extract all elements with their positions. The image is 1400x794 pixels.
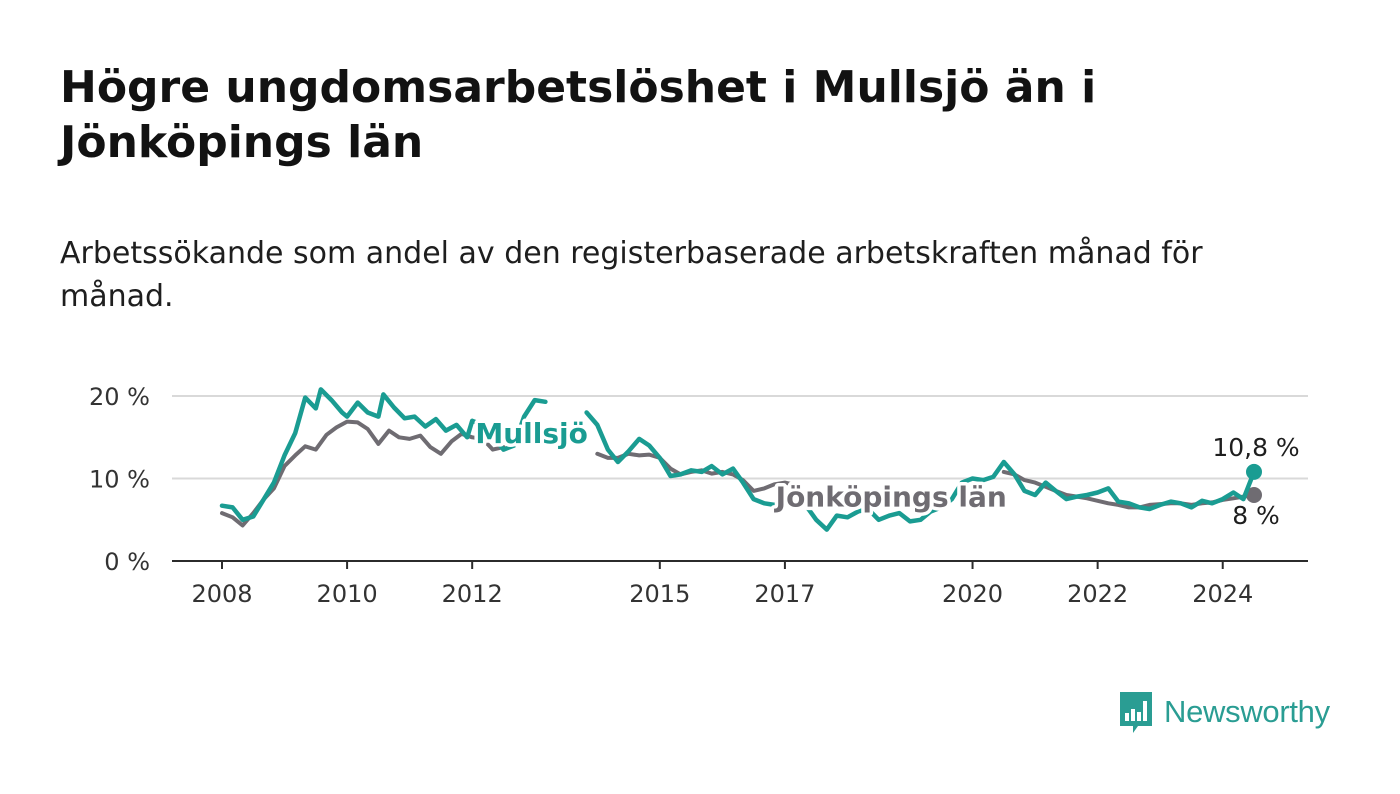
x-tick-label: 2015	[629, 580, 690, 608]
series-label-j-nk-pings-l-n: Jönköpings län	[774, 481, 1007, 514]
y-tick-label: 20 %	[89, 383, 150, 411]
end-point-mullsj	[1246, 463, 1262, 480]
x-tick-label: 2008	[191, 580, 252, 608]
axes: 0 % 10 % 20 % 2008 2010 2012 2015 2017 2020 2022 2…	[89, 383, 1308, 608]
line-chart: 0 % 10 % 20 % 2008 2010 2012 2015 2017 2020 2022 2…	[89, 383, 1308, 608]
x-tick-label: 2010	[317, 580, 378, 608]
x-tick-label: 2012	[442, 580, 503, 608]
x-tick-label: 2017	[754, 580, 815, 608]
series-lines	[219, 387, 1262, 532]
end-point-j-nk-pings-l-n	[1246, 487, 1262, 503]
y-tick-label: 10 %	[89, 466, 150, 494]
x-tick-label: 2020	[942, 580, 1003, 608]
chart-subtitle: Arbetssökande som andel av den registerb…	[60, 236, 1203, 314]
x-tick-label: 2022	[1067, 580, 1128, 608]
newsworthy-logo[interactable]: Newsworthy	[1118, 690, 1330, 734]
end-value-label: 10,8 %	[1212, 433, 1299, 462]
end-value-label: 8 %	[1232, 501, 1280, 530]
y-tick-label: 0 %	[104, 548, 150, 576]
chart-title: Högre ungdomsarbetslöshet i Mullsjö än i…	[60, 62, 1097, 168]
series-label-mullsj: Mullsjö	[475, 417, 588, 450]
series-line-j-nk-pings-l-n	[220, 419, 506, 528]
series-labels: Jönköpings län Mullsjö 8 % 10,8 %	[472, 414, 1302, 533]
grid-lines	[172, 395, 1308, 480]
series-line-mullsj	[584, 410, 1257, 532]
series-line-mullsj	[219, 387, 548, 523]
brand-name: Newsworthy	[1164, 694, 1330, 729]
bar-chart-speech-bubble-icon	[1120, 692, 1152, 733]
x-tick-label: 2024	[1192, 580, 1253, 608]
